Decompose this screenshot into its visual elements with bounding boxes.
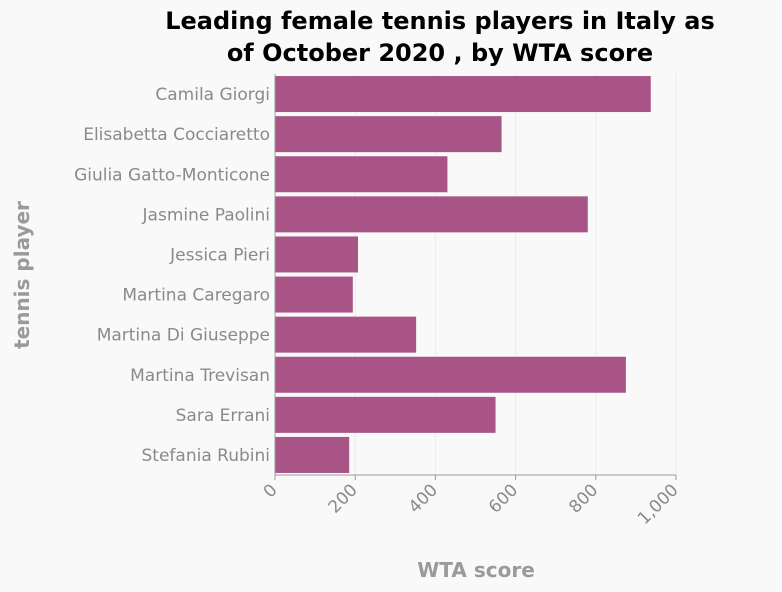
x-tick-label-1: 200: [325, 480, 362, 517]
category-labels: Camila Giorgi Elisabetta Cocciaretto Giuli…: [74, 85, 270, 466]
chart-title-line-1: Leading female tennis players in Italy a…: [165, 7, 715, 35]
category-label-2: Giulia Gatto-Monticone: [74, 165, 270, 185]
category-label-7: Martina Trevisan: [130, 366, 270, 386]
bar-3: [275, 196, 588, 233]
bars: [275, 76, 651, 473]
category-label-8: Sara Errani: [176, 406, 270, 426]
x-tick-label-4: 800: [565, 480, 602, 517]
category-label-1: Elisabetta Cocciaretto: [83, 125, 270, 145]
axes: [274, 74, 676, 476]
bar-9: [275, 436, 350, 473]
category-label-3: Jasmine Paolini: [142, 205, 270, 225]
y-axis-title: tennis player: [10, 201, 34, 349]
bar-4: [275, 236, 359, 273]
bar-1: [275, 116, 502, 153]
x-tick-label-3: 600: [485, 480, 522, 517]
category-label-9: Stefania Rubini: [142, 446, 270, 466]
category-label-5: Martina Caregaro: [122, 286, 270, 306]
x-tick-label-2: 400: [405, 480, 442, 517]
bar-2: [275, 156, 448, 193]
x-tick-labels: 0 200 400 600 800 1,000: [260, 475, 683, 529]
bar-7: [275, 356, 626, 393]
chart-title-line-2: of October 2020 , by WTA score: [227, 39, 653, 67]
bar-6: [275, 316, 417, 353]
bar-0: [275, 76, 651, 113]
x-tick-label-5: 1,000: [634, 480, 683, 529]
chart-title: Leading female tennis players in Italy a…: [165, 7, 715, 67]
category-label-6: Martina Di Giuseppe: [97, 326, 270, 346]
x-axis-title: WTA score: [417, 558, 535, 582]
category-label-4: Jessica Pieri: [169, 245, 270, 265]
bar-5: [275, 276, 353, 313]
x-tick-label-0: 0: [260, 480, 282, 502]
bar-8: [275, 396, 496, 433]
category-label-0: Camila Giorgi: [155, 85, 270, 105]
